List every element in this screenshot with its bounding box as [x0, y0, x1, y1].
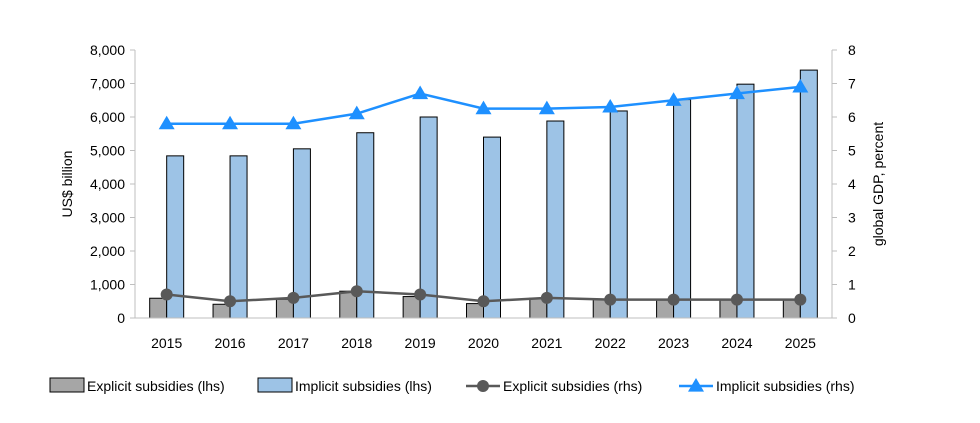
- x-tick-label-2017: 2017: [278, 335, 309, 351]
- legend-label: Implicit subsidies (rhs): [716, 378, 854, 394]
- implicit-rhs-point-2017: [285, 115, 302, 130]
- y-left-tick-label: 2,000: [90, 243, 125, 259]
- implicit-rhs-point-2023: [665, 92, 682, 106]
- legend-item: Implicit subsidies (rhs): [679, 378, 854, 394]
- legend-item: Explicit subsidies (rhs): [466, 378, 642, 394]
- legend-swatch: [257, 377, 293, 393]
- explicit-rhs-point-2015: [160, 288, 173, 301]
- x-tick-label-2015: 2015: [151, 335, 182, 351]
- x-tick-label-2018: 2018: [341, 335, 372, 351]
- x-tick-label-2024: 2024: [721, 335, 752, 351]
- legend-item: Explicit subsidies (lhs): [49, 377, 225, 394]
- implicit-rhs-point-2020: [475, 100, 492, 115]
- x-tick-label-2022: 2022: [595, 335, 626, 351]
- implicit-rhs-point-2025: [792, 78, 809, 93]
- implicit-rhs-point-2021: [538, 100, 555, 115]
- y-right-tick-label: 4: [848, 176, 856, 192]
- y-right-tick-label: 5: [848, 143, 856, 159]
- x-tick-label-2021: 2021: [531, 335, 562, 351]
- implicit-rhs-point-2018: [348, 105, 365, 120]
- implicit-rhs-point-2019: [412, 85, 429, 100]
- explicit-rhs-point-2021: [540, 291, 553, 304]
- implicit-lhs-bar-2016: [229, 155, 248, 319]
- legend-label: Implicit subsidies (lhs): [295, 378, 432, 394]
- explicit-rhs-point-2018: [350, 285, 363, 298]
- implicit-rhs-point-2015: [158, 115, 175, 130]
- y-left-tick-label: 4,000: [90, 176, 125, 192]
- implicit-rhs-point-2024: [728, 85, 745, 100]
- y-left-tick-label: 3,000: [90, 210, 125, 226]
- y-right-tick-label: 8: [848, 42, 856, 58]
- explicit-rhs-point-2016: [224, 295, 237, 308]
- implicit-rhs-point-2022: [602, 98, 619, 113]
- y-right-tick-label: 1: [848, 277, 856, 293]
- implicit-lhs-bar-2021: [546, 120, 565, 319]
- y-right-tick-label: 0: [848, 310, 856, 326]
- explicit-lhs-bar-2015: [149, 297, 168, 319]
- legend-marker: [688, 378, 704, 392]
- implicit-lhs-bar-2025: [799, 69, 818, 319]
- y-left-tick-label: 1,000: [90, 277, 125, 293]
- y-axis-left-title: US$ billion: [59, 151, 75, 218]
- y-left-tick-label: 7,000: [90, 76, 125, 92]
- y-right-tick-label: 6: [848, 109, 856, 125]
- y-right-tick-label: 3: [848, 210, 856, 226]
- y-axis-right-title: global GDP, percent: [870, 122, 886, 246]
- legend-swatch: [49, 377, 85, 393]
- legend-marker: [477, 380, 489, 392]
- implicit-lhs-bar-2023: [673, 99, 692, 319]
- implicit-rhs-point-2016: [222, 115, 239, 130]
- implicit-lhs-bar-2020: [483, 136, 501, 319]
- implicit-lhs-bar-2024: [736, 83, 755, 319]
- legend-label: Explicit subsidies (lhs): [87, 378, 225, 394]
- implicit-lhs-bar-2022: [609, 110, 628, 319]
- x-tick-label-2016: 2016: [214, 335, 245, 351]
- explicit-rhs-point-2024: [730, 293, 743, 306]
- explicit-rhs-point-2025: [794, 293, 807, 306]
- x-tick-label-2023: 2023: [658, 335, 689, 351]
- y-left-tick-label: 6,000: [90, 109, 125, 125]
- y-right-tick-label: 2: [848, 243, 856, 259]
- implicit-lhs-bar-2019: [419, 116, 438, 319]
- y-left-tick-label: 8,000: [90, 42, 125, 58]
- explicit-rhs-point-2023: [667, 293, 680, 306]
- legend-item: Implicit subsidies (lhs): [257, 377, 432, 394]
- explicit-rhs-point-2019: [414, 288, 427, 301]
- explicit-rhs-point-2017: [287, 291, 300, 304]
- explicit-rhs-point-2022: [604, 293, 617, 306]
- x-tick-label-2019: 2019: [405, 335, 436, 351]
- explicit-rhs-point-2020: [477, 295, 490, 308]
- y-right-tick-label: 7: [848, 76, 856, 92]
- y-left-tick-label: 5,000: [90, 143, 125, 159]
- legend-label: Explicit subsidies (rhs): [503, 378, 642, 394]
- x-tick-label-2025: 2025: [785, 335, 816, 351]
- x-tick-label-2020: 2020: [468, 335, 499, 351]
- y-left-tick-label: 0: [117, 310, 125, 326]
